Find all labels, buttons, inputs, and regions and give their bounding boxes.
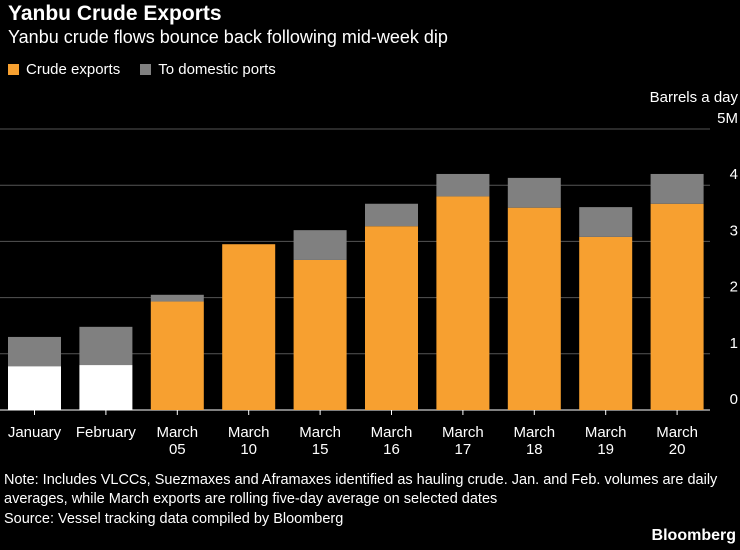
legend-swatch-crude <box>8 64 19 75</box>
bar-crude-exports <box>8 366 61 410</box>
bar-crude-exports <box>150 301 204 410</box>
bar-crude-exports <box>293 259 347 410</box>
bar-domestic-ports <box>150 294 204 302</box>
x-tick-label: March <box>156 424 198 441</box>
bar-domestic-ports <box>650 173 704 204</box>
x-tick-label: March <box>513 424 555 441</box>
x-tick-label: 15 <box>312 441 329 458</box>
x-tick-label: 20 <box>669 441 686 458</box>
bar-chart: 0 1 2 3 4 5M Barrels a day January February March… <box>0 89 739 458</box>
bar-domestic-ports <box>365 203 418 227</box>
x-tick-label: March <box>371 424 413 441</box>
bar-crude-exports <box>365 226 418 410</box>
bar-domestic-ports <box>579 207 633 237</box>
bar-crude-exports <box>650 203 704 410</box>
bar-domestic-ports <box>8 336 61 367</box>
x-tick-label: 16 <box>383 441 400 458</box>
bar-domestic-ports <box>436 173 490 197</box>
x-tick-label: 19 <box>597 441 614 458</box>
x-tick-label: March <box>656 424 698 441</box>
x-tick-label: January <box>8 424 62 441</box>
x-tick-label: March <box>442 424 484 441</box>
y-tick-label: 2 <box>730 279 738 296</box>
legend: Crude exports To domestic ports <box>8 61 296 78</box>
bar-domestic-ports <box>79 326 133 366</box>
legend-swatch-domestic <box>140 64 152 75</box>
legend-label-crude: Crude exports <box>26 61 121 78</box>
bar-crude-exports <box>436 196 490 410</box>
x-tick-label: 18 <box>526 441 543 458</box>
x-tick-label: March <box>585 424 627 441</box>
y-tick-label: 4 <box>730 166 738 183</box>
x-tick-label: 17 <box>455 441 472 458</box>
source-note: Source: Vessel tracking data compiled by… <box>4 511 344 527</box>
chart-subtitle: Yanbu crude flows bounce back following … <box>8 27 448 47</box>
y-tick-label: 5M <box>717 110 738 127</box>
bar-crude-exports <box>222 244 276 410</box>
x-tick-label: 10 <box>240 441 257 458</box>
bloomberg-logo: Bloomberg <box>651 527 736 544</box>
bar-crude-exports <box>507 207 561 410</box>
x-tick-label: March <box>228 424 270 441</box>
y-tick-label: 1 <box>730 335 738 352</box>
chart-title: Yanbu Crude Exports <box>8 2 222 25</box>
bar-crude-exports <box>579 236 633 410</box>
y-tick-label: 3 <box>730 222 738 239</box>
y-tick-label: 0 <box>730 391 738 408</box>
x-tick-label: March <box>299 424 341 441</box>
bar-domestic-ports <box>293 230 347 260</box>
bar-crude-exports <box>79 365 133 410</box>
bar-domestic-ports <box>507 177 561 208</box>
y-axis-label: Barrels a day <box>650 89 739 106</box>
footnote: Note: Includes VLCCs, Suezmaxes and Afra… <box>4 472 718 507</box>
legend-item-domestic: To domestic ports <box>140 61 276 78</box>
legend-label-domestic: To domestic ports <box>158 61 276 78</box>
x-tick-label: 05 <box>169 441 186 458</box>
legend-item-crude: Crude exports <box>8 61 120 78</box>
x-tick-label: February <box>76 424 137 441</box>
